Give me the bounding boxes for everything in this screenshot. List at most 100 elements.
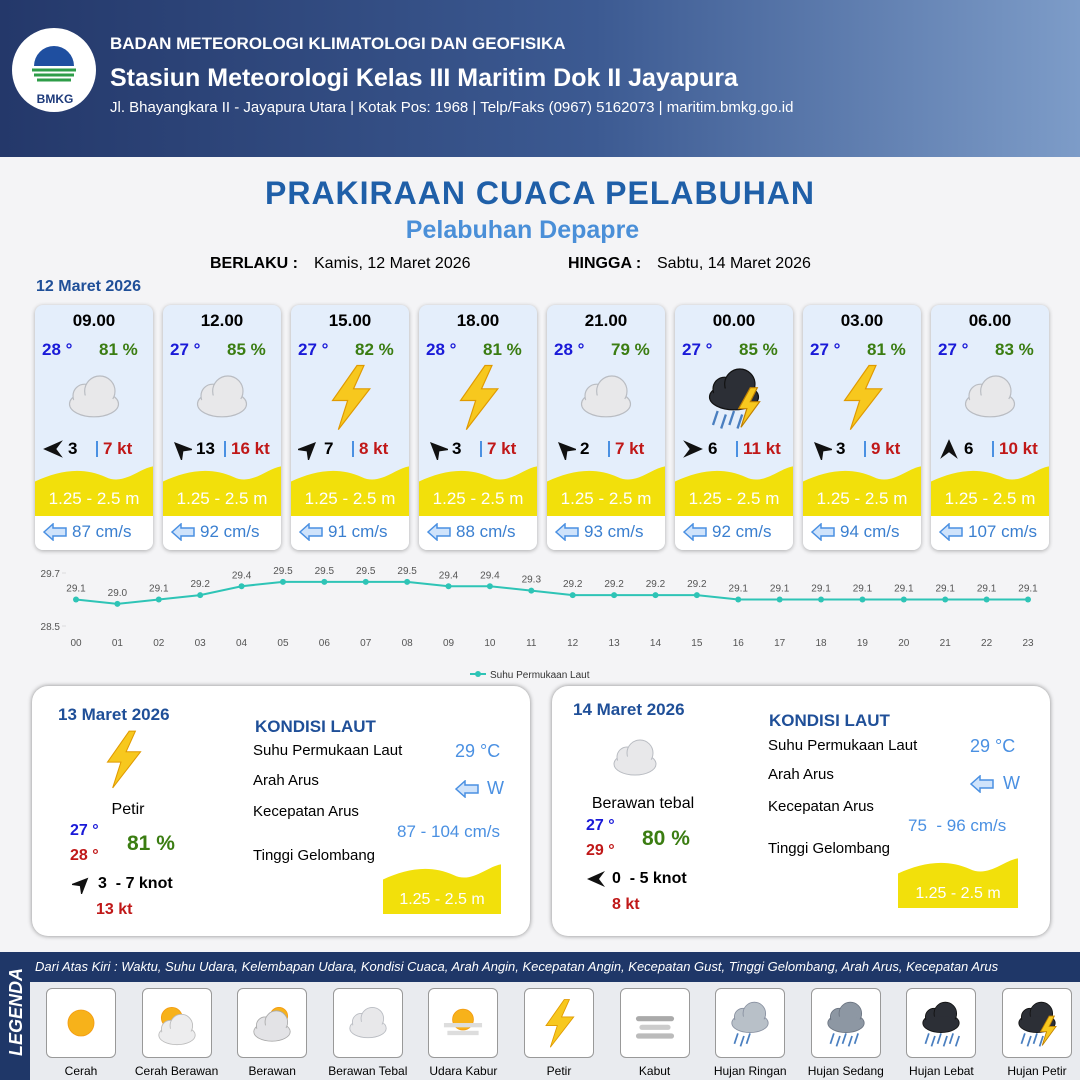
logo-text: BMKG <box>36 92 74 106</box>
humidity: 81 % <box>99 340 138 359</box>
sea-label: Tinggi Gelombang <box>253 847 376 864</box>
current-arrow <box>969 774 994 794</box>
air-temp: 28 ° <box>426 340 457 359</box>
x-tick-label: 00 <box>70 638 82 649</box>
icon-part <box>1018 1001 1057 1047</box>
separator <box>224 441 226 457</box>
wind-speed: 6 <box>708 439 718 458</box>
icon-part <box>938 522 963 542</box>
icon-part <box>964 375 1016 418</box>
icon-part <box>898 858 1018 908</box>
icon-part <box>426 522 451 542</box>
value-label: 29.4 <box>480 570 500 581</box>
weather-icon <box>1011 997 1063 1049</box>
gust: 7 kt <box>487 439 517 458</box>
time: 03.00 <box>840 311 884 330</box>
sst-point <box>818 596 825 603</box>
weather-icon <box>59 362 129 432</box>
icon-part <box>739 1035 745 1047</box>
sst-value: 29 °C <box>455 741 501 761</box>
time: 00.00 <box>712 311 756 330</box>
icon-part <box>547 466 665 516</box>
wave-band <box>291 462 409 516</box>
icon-part <box>69 877 89 897</box>
min-temp: 27 ° <box>586 817 615 834</box>
time: 09.00 <box>72 311 116 330</box>
x-tick-label: 23 <box>1022 638 1034 649</box>
sst-chart: 28.5 29.7 00 01 02 03 04 05 06 07 08 09 10 11 12 13 14 15… <box>41 566 1039 681</box>
legend-label: Suhu Permukaan Laut <box>490 670 590 681</box>
current-arrow <box>810 522 835 542</box>
separator <box>608 441 610 457</box>
current-arrow <box>938 522 963 542</box>
icon-part <box>922 1001 961 1047</box>
icon-part <box>955 1035 961 1047</box>
legend-label: Berawan <box>248 1064 296 1078</box>
current-speed: 88 cm/s <box>456 522 516 541</box>
legend-top-bar <box>0 952 1080 982</box>
weather-icon <box>246 997 298 1049</box>
wind-speed: 7 <box>324 439 334 458</box>
value-label: 29.0 <box>108 588 128 599</box>
sea-label: Suhu Permukaan Laut <box>768 737 918 754</box>
icon-part <box>949 1033 955 1045</box>
air-temp: 28 ° <box>554 340 585 359</box>
icon-part <box>940 439 958 459</box>
icon-part <box>295 441 317 463</box>
icon-part <box>34 46 74 66</box>
humidity: 81 % <box>483 340 522 359</box>
sst-point <box>859 596 866 603</box>
icon-part <box>708 368 761 429</box>
address: Jl. Bhayangkara II - Jayapura Utara | Ko… <box>110 99 794 116</box>
valid-from: Kamis, 12 Maret 2026 <box>314 255 471 272</box>
current-arrow <box>426 522 451 542</box>
time: 21.00 <box>584 311 628 330</box>
icon-part <box>1038 1035 1044 1047</box>
wind-speed: 3 <box>452 439 462 458</box>
icon-part <box>173 441 195 463</box>
icon-part <box>580 375 632 418</box>
value-label: 29.1 <box>770 584 790 595</box>
sst-point <box>569 592 576 599</box>
legend-box <box>619 988 690 1058</box>
icon-part <box>635 1033 674 1039</box>
separator <box>992 441 994 457</box>
x-tick-label: 05 <box>277 638 289 649</box>
wave-band <box>163 462 281 516</box>
weather-icon <box>602 728 668 788</box>
current-speed: 92 cm/s <box>712 522 772 541</box>
current-arrow <box>682 522 707 542</box>
icon-part <box>898 858 1018 908</box>
wind-arrow <box>295 438 320 463</box>
legend-label: Hujan Ringan <box>713 1064 787 1078</box>
icon-part <box>554 522 579 542</box>
icon-part <box>1020 1033 1026 1045</box>
icon-part <box>254 1024 290 1041</box>
wave-height: 1.25 - 2.5 m <box>915 885 1001 902</box>
weather-icon <box>55 997 107 1049</box>
icon-part <box>170 522 195 542</box>
y-tick-label: 29.7 <box>41 569 61 580</box>
wave-band <box>898 854 1018 908</box>
icon-part <box>291 466 409 516</box>
sst-point <box>486 583 493 590</box>
x-tick-label: 06 <box>319 638 331 649</box>
x-tick-label: 14 <box>650 638 662 649</box>
wave-band <box>547 462 665 516</box>
y-tick-label: 28.5 <box>41 622 61 633</box>
icon-part <box>675 466 793 516</box>
wind-speed: 3 <box>836 439 846 458</box>
weather-text: Berawan tebal <box>591 795 695 812</box>
air-temp: 27 ° <box>170 340 201 359</box>
current-arrow <box>554 522 579 542</box>
icon-part <box>813 441 835 463</box>
weather-icon <box>342 997 394 1049</box>
time: 15.00 <box>328 311 372 330</box>
air-temp: 27 ° <box>682 340 713 359</box>
wind-speed: 13 <box>196 439 215 458</box>
icon-part <box>810 522 835 542</box>
time: 06.00 <box>968 311 1012 330</box>
icon-part <box>1026 1035 1032 1047</box>
wave-height: 1.25 - 2.5 m <box>688 489 780 508</box>
